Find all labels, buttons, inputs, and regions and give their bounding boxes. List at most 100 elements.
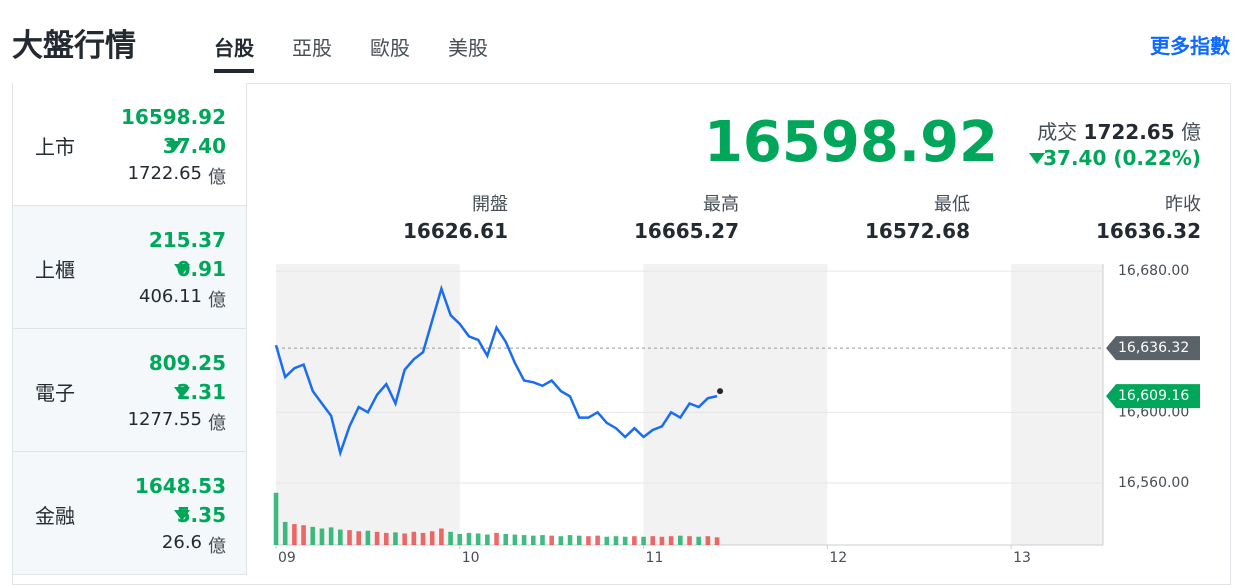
stat-label: 昨收 (1165, 194, 1201, 215)
volume-bar (356, 531, 361, 545)
stat-label: 最低 (934, 194, 970, 215)
x-tick-label: 10 (462, 550, 480, 566)
volume-bar (475, 533, 481, 545)
change: 37.40 (0.22%) (1043, 146, 1201, 170)
session-band (643, 264, 828, 545)
index-turnover: 1277.55 (127, 409, 202, 430)
session-band (276, 264, 460, 545)
index-name: 金融 (35, 504, 75, 528)
volume-bar (521, 535, 527, 545)
index-turnover: 406.11 (139, 286, 202, 307)
index-name: 上市 (35, 135, 75, 159)
volume-bar (549, 535, 554, 545)
volume-bar (632, 536, 637, 545)
stat-value: 16572.68 (864, 219, 970, 243)
y-tick-label: 16,600.00 (1118, 404, 1189, 420)
index-change: 37.40 (162, 134, 226, 158)
tab[interactable]: 美股 (448, 36, 488, 60)
unit: 億 (208, 413, 226, 434)
down-icon (174, 510, 190, 521)
volume-bar (466, 532, 472, 545)
volume-bar (494, 532, 499, 545)
volume-bar (586, 536, 591, 545)
index-change: 2.31 (176, 380, 226, 404)
tab[interactable]: 亞股 (292, 36, 332, 60)
unit: 億 (1181, 120, 1201, 144)
volume-bar (641, 536, 646, 545)
volume-bar (512, 534, 518, 545)
index-row[interactable]: 上櫃 215.37 0.91 406.11 億 (13, 206, 247, 329)
volume-bar (383, 532, 389, 545)
tab[interactable]: 台股 (214, 32, 254, 73)
x-tick-label: 11 (646, 550, 664, 566)
index-price: 215.37 (148, 228, 226, 252)
index-row[interactable]: 金融 1648.53 5.35 26.6 億 (13, 452, 247, 575)
volume-bar (595, 535, 600, 545)
volume-bar (328, 527, 334, 545)
x-tick-label: 12 (829, 550, 847, 566)
index-price: 16598.92 (120, 105, 226, 129)
volume-bar (292, 524, 297, 545)
volume-bar (365, 530, 371, 545)
volume-bar (301, 525, 306, 545)
stat-value: 16626.61 (402, 219, 508, 243)
unit: 億 (208, 290, 226, 311)
stat-label: 開盤 (472, 194, 508, 215)
volume-bar (540, 535, 545, 545)
volume-bar (558, 536, 564, 545)
volume-bar (714, 537, 720, 545)
volume-bar (622, 536, 628, 545)
volume-bar (420, 532, 426, 545)
volume-bar (429, 531, 435, 545)
volume-bar (319, 528, 325, 545)
volume-bar (650, 536, 656, 545)
down-icon (1029, 153, 1045, 164)
down-icon (174, 387, 190, 398)
tab[interactable]: 歐股 (370, 36, 410, 60)
volume-bar (448, 531, 453, 545)
unit: 億 (208, 536, 226, 557)
volume-bar (503, 534, 509, 545)
index-change: 0.91 (176, 257, 226, 281)
last-tag (1106, 384, 1200, 409)
index-row[interactable]: 上市 16598.92 37.40 1722.65 億 (13, 83, 247, 206)
index-turnover: 26.6 (161, 532, 202, 553)
index-price: 1648.53 (134, 474, 226, 498)
index-row[interactable]: 電子 809.25 2.31 1277.55 億 (13, 329, 247, 452)
price-line (274, 284, 718, 458)
volume-bar (687, 536, 692, 545)
x-tick-label: 13 (1013, 550, 1031, 566)
reference-label: 16,636.32 (1118, 340, 1189, 356)
volume-bar (604, 536, 610, 545)
volume-bar (705, 536, 711, 545)
last-dot (717, 388, 724, 395)
volume-bar (678, 535, 683, 545)
last-label: 16,609.16 (1118, 388, 1189, 404)
index-name: 電子 (35, 381, 75, 405)
index-change: 5.35 (176, 503, 226, 527)
turnover: 成交 1722.65 億 (1037, 116, 1201, 145)
y-tick-label: 16,680.00 (1118, 263, 1189, 279)
more-link[interactable]: 更多指數 (1150, 34, 1230, 58)
volume-bar (310, 526, 316, 545)
stat-value: 16665.27 (633, 219, 739, 243)
volume-bar (374, 531, 380, 545)
volume-bar (530, 535, 536, 545)
volume-bar (457, 534, 463, 545)
volume-bar (668, 536, 674, 545)
x-tick-label: 09 (278, 550, 296, 566)
volume-bar (282, 521, 288, 545)
turnover-value: 1722.65 (1083, 120, 1175, 144)
stat-value: 16636.32 (1095, 219, 1201, 243)
price: 16598.92 (703, 110, 998, 175)
volume-bar (338, 529, 343, 545)
volume-bar (613, 536, 619, 545)
volume-bar (273, 492, 279, 545)
volume-bar (485, 534, 490, 545)
volume-bar (659, 536, 665, 545)
index-price: 809.25 (148, 351, 226, 375)
volume-bar (347, 530, 352, 545)
volume-bar (567, 535, 573, 545)
volume-bar (576, 535, 582, 545)
